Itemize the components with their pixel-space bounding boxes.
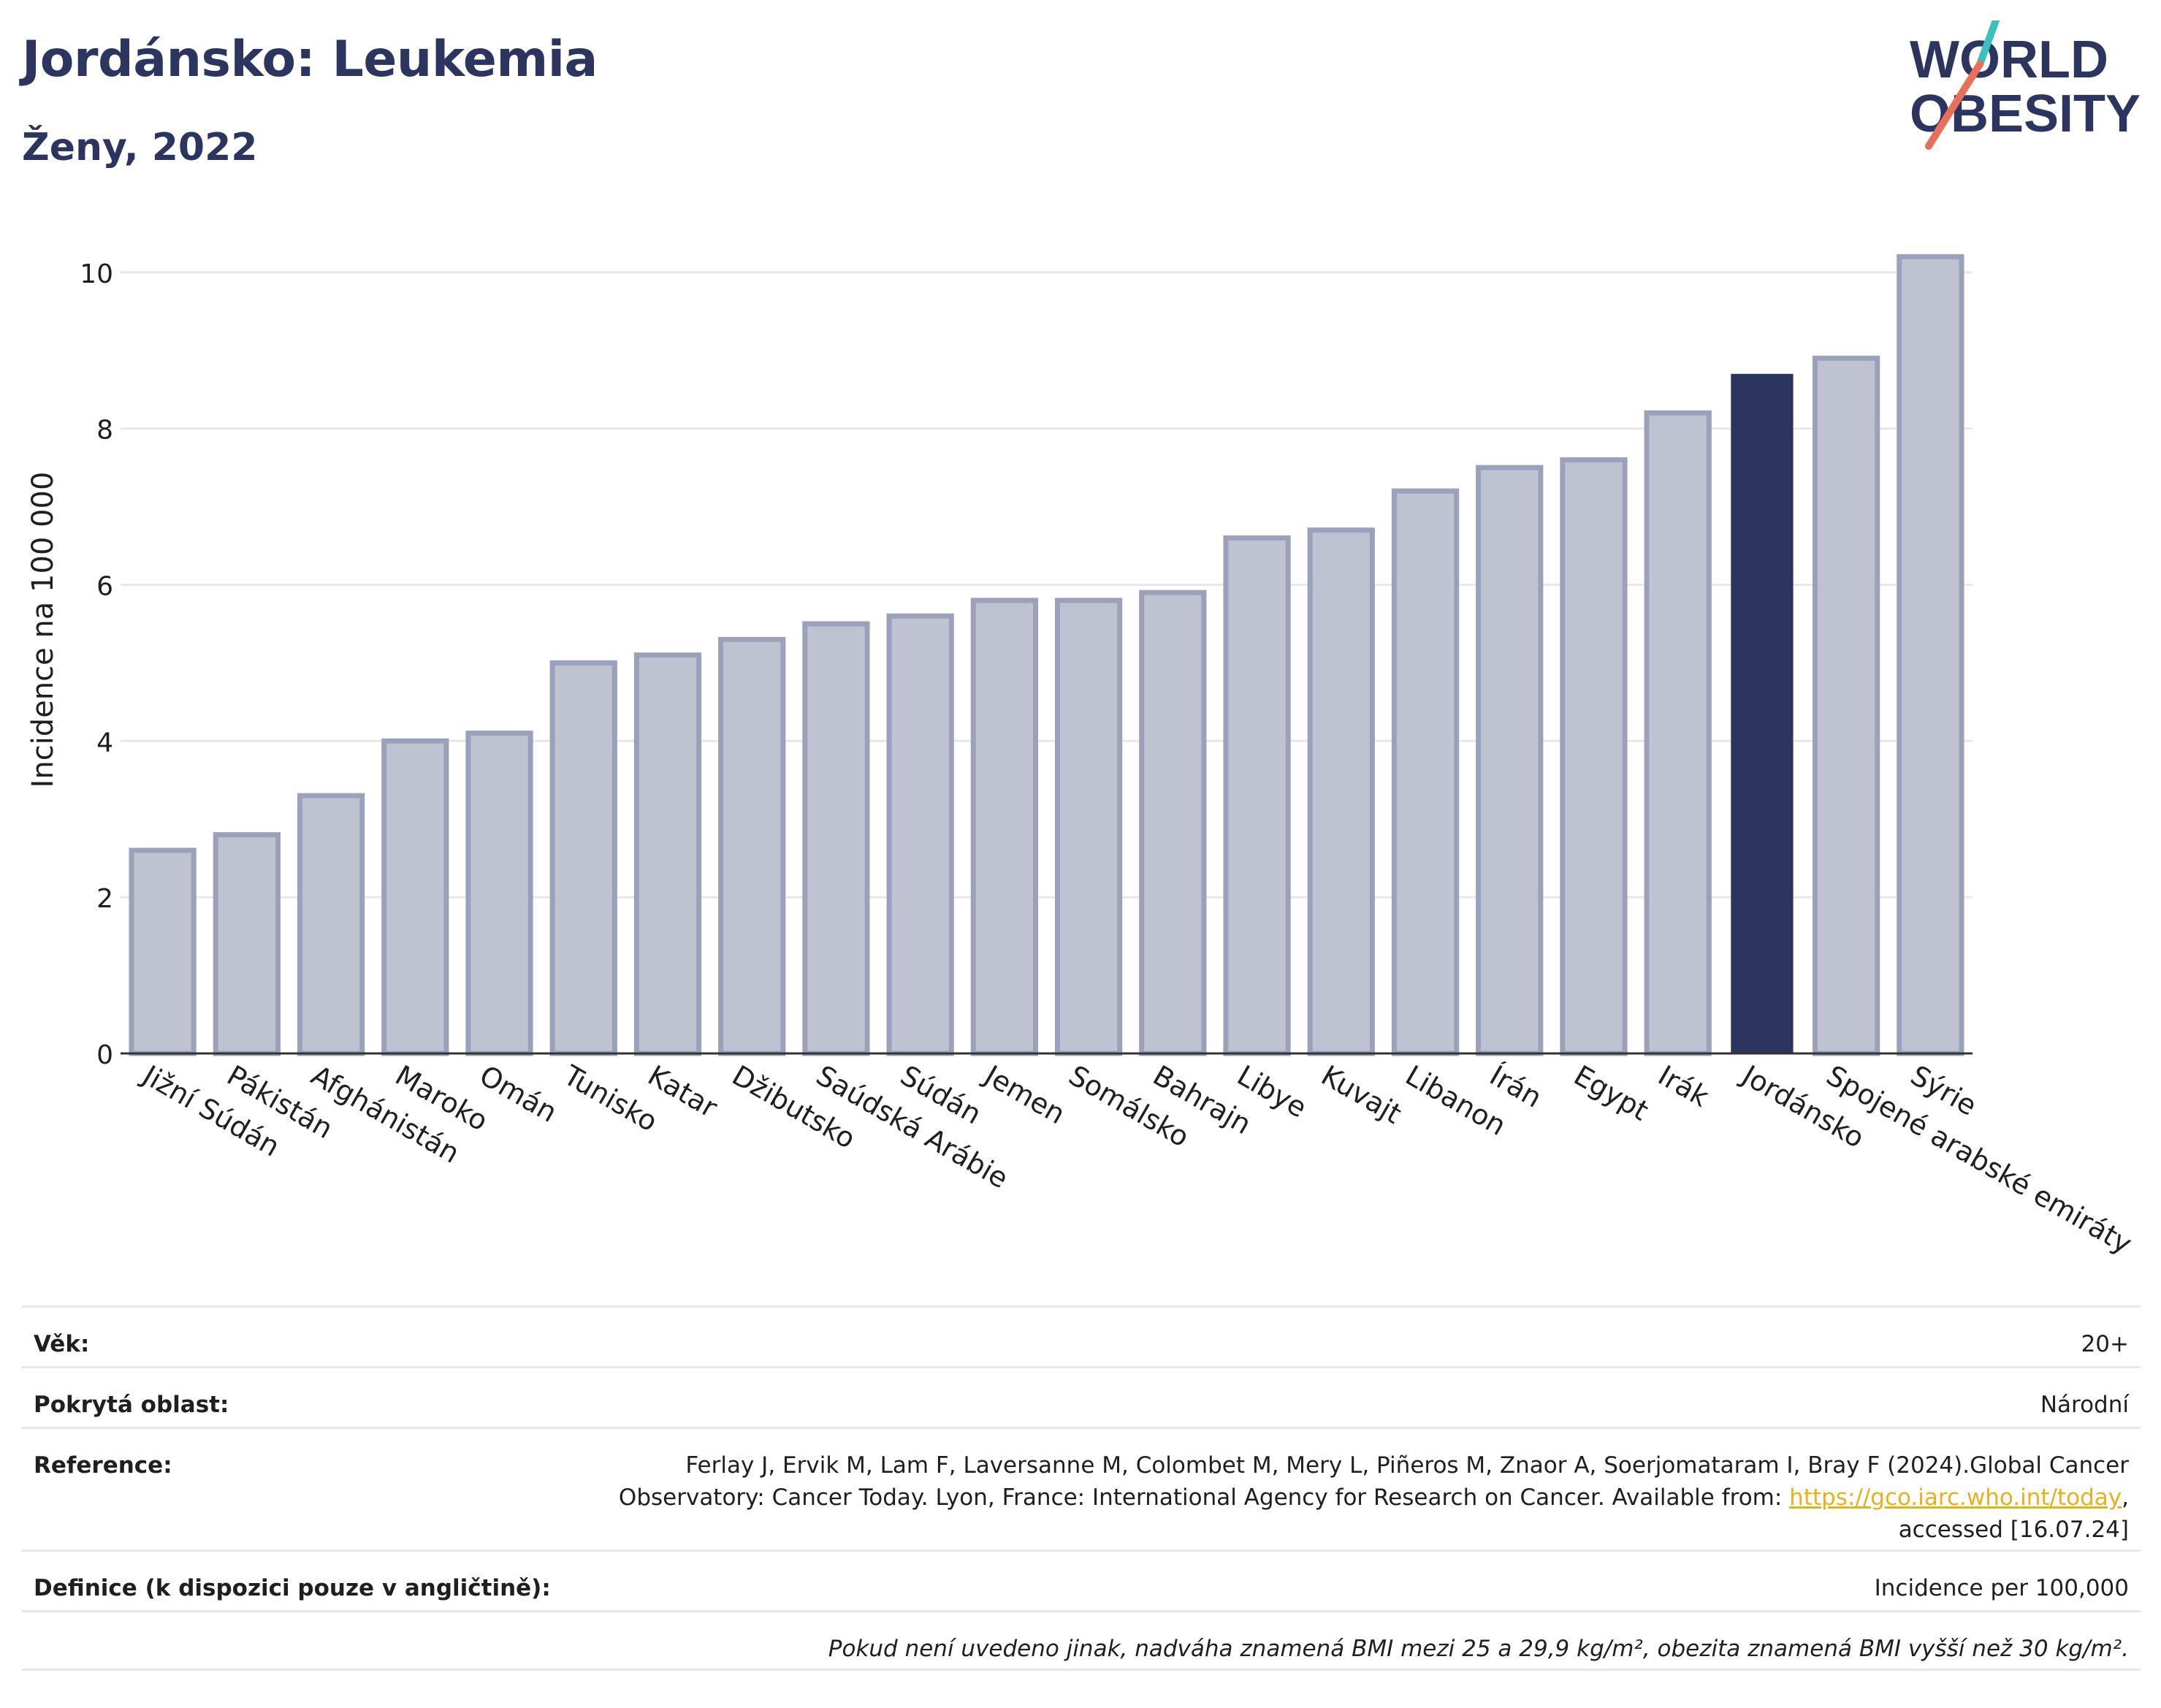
y-tick-label: 0	[96, 1040, 113, 1070]
y-tick-label: 8	[96, 416, 113, 446]
metadata-table: Věk: 20+ Pokrytá oblast: Národní Referen…	[22, 1305, 2141, 1671]
y-tick-label: 6	[96, 571, 113, 601]
coverage-value: Národní	[2040, 1392, 2129, 1418]
meta-row-footnote: Pokud není uvedeno jinak, nadváha znamen…	[22, 1610, 2141, 1671]
bar-highlighted	[1731, 373, 1794, 1053]
bar	[297, 793, 365, 1056]
y-tick-label: 2	[96, 884, 113, 914]
logo-slash-teal	[1976, 20, 2000, 68]
x-tick-label: Irák	[1653, 1059, 1714, 1113]
bar	[1897, 253, 1964, 1056]
reference-text: Ferlay J, Ervik M, Lam F, Laversanne M, …	[618, 1452, 2129, 1511]
coverage-label: Pokrytá oblast:	[34, 1392, 229, 1418]
bar	[1391, 488, 1460, 1056]
bar	[549, 660, 617, 1056]
bar	[1560, 457, 1628, 1056]
bar	[1307, 527, 1375, 1056]
meta-row-age: Věk: 20+	[22, 1305, 2141, 1366]
bar	[802, 621, 870, 1056]
bar	[1054, 598, 1123, 1056]
reference-link[interactable]: https://gco.iarc.who.int/today	[1789, 1484, 2122, 1511]
reference-accessed: , accessed [16.07.24]	[1898, 1484, 2129, 1543]
x-tick-label: Kuvajt	[1316, 1059, 1406, 1130]
bar	[1223, 535, 1291, 1056]
logo-slash-coral	[1925, 61, 1983, 150]
meta-row-definition: Definice (k dispozici pouze v angličtině…	[22, 1549, 2141, 1610]
bar	[1476, 465, 1544, 1056]
bar	[718, 636, 786, 1056]
definition-label: Definice (k dispozici pouze v angličtině…	[34, 1575, 551, 1601]
bar	[633, 652, 702, 1056]
footnote: Pokud není uvedeno jinak, nadváha znamen…	[828, 1636, 2129, 1662]
page-title: Jordánsko: Leukemia	[22, 31, 598, 88]
definition-value: Incidence per 100,000	[1874, 1575, 2129, 1601]
age-value: 20+	[2081, 1331, 2129, 1357]
world-obesity-logo: WORLD OBESITY	[1910, 20, 2141, 150]
meta-row-reference: Reference: Ferlay J, Ervik M, Lam F, Lav…	[22, 1427, 2141, 1549]
y-axis-label: Incidence na 100 000	[26, 472, 60, 788]
bars	[129, 253, 1964, 1056]
x-tick-label: Jemen	[978, 1059, 1071, 1131]
bar	[129, 847, 197, 1056]
bar	[970, 598, 1039, 1056]
y-tick-label: 4	[96, 728, 113, 758]
bar	[1644, 410, 1712, 1056]
page-subtitle: Ženy, 2022	[22, 126, 258, 169]
bar	[465, 731, 533, 1056]
x-tick-label: Spojené arabské emiráty	[1821, 1059, 2138, 1260]
reference-label: Reference:	[34, 1452, 172, 1479]
x-tick-label: Tunisko	[557, 1059, 663, 1138]
bar	[213, 832, 281, 1056]
bar	[886, 613, 954, 1056]
age-label: Věk:	[34, 1331, 90, 1357]
bar	[1813, 355, 1880, 1056]
reference-value: Ferlay J, Ervik M, Lam F, Laversanne M, …	[595, 1449, 2129, 1546]
bar	[381, 738, 449, 1056]
y-tick-label: 10	[80, 259, 113, 289]
logo-text-world: WORLD	[1910, 31, 2108, 89]
meta-row-coverage: Pokrytá oblast: Národní	[22, 1366, 2141, 1427]
bar	[1139, 590, 1207, 1056]
x-tick-label: Egypt	[1569, 1059, 1654, 1127]
